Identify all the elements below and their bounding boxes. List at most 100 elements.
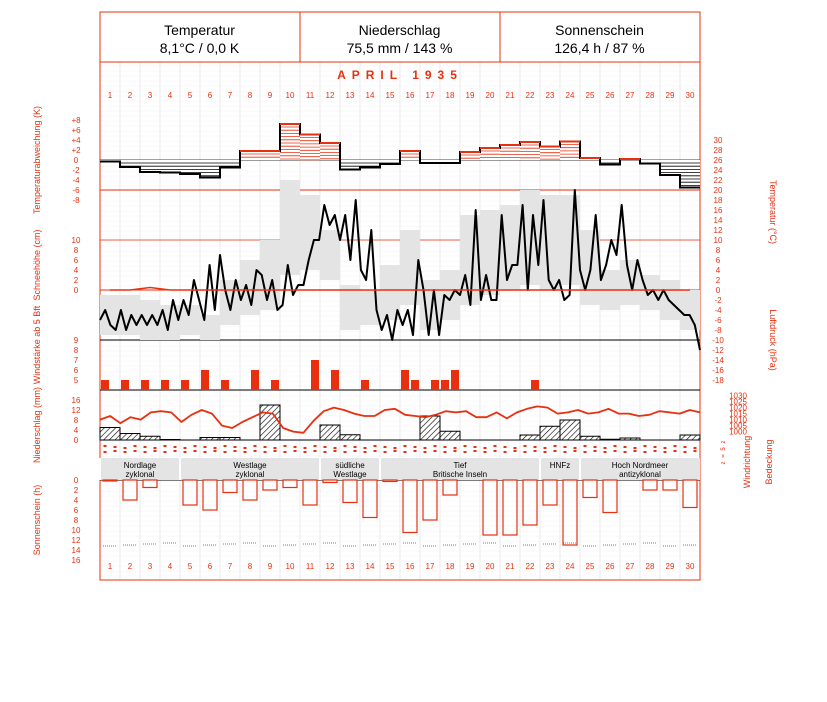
wind-direction-mark [573,447,577,449]
wind-code-label: 5 [721,447,727,451]
wind-bar [361,380,369,390]
precipitation-bar [219,437,241,441]
precipitation-bar [559,419,581,441]
cover-mark [673,450,677,452]
cover-mark [203,451,207,453]
day-label-top: 8 [248,91,253,100]
weather-type-label: Tief [453,461,467,470]
wind-direction-mark [253,445,257,447]
wind-direction-mark [533,446,537,448]
temperature-tick-label: 8 [716,246,721,255]
temperature-range-band [500,205,520,290]
temperature-range-band [180,305,200,335]
wind-direction-mark [333,447,337,449]
day-label-top: 10 [286,91,295,100]
wind-direction-mark [663,447,667,449]
temperature-range-band [380,265,400,320]
temperature-range-band [240,260,260,315]
cover-mark [423,451,427,453]
sunshine-bar [442,479,458,496]
wind-direction-mark [233,446,237,448]
wind-bar [431,380,439,390]
wind-direction-mark [633,447,637,449]
cover-mark [643,451,647,453]
wind-bar [181,380,189,390]
day-label-top: 17 [426,91,435,100]
temperature-range-band [200,315,220,340]
wind-direction-mark [323,446,327,448]
wind-direction-mark [343,445,347,447]
cover-mark [533,450,537,452]
cover-mark [273,450,277,452]
day-label-top: 25 [586,91,595,100]
day-label-top: 4 [168,91,173,100]
weather-type-label: südliche [335,461,365,470]
temperature-tick-label: -4 [714,306,722,315]
day-label-bottom: 19 [466,562,475,571]
cover-mark [363,451,367,453]
cover-mark [323,451,327,453]
precipitation-bar [99,427,121,441]
wind-code-label: z [721,441,727,444]
wind-direction-mark [173,446,177,448]
cover-mark [283,451,287,453]
cover-mark [593,450,597,452]
weather-type-label: Nordlage [124,461,157,470]
cover-mark [413,450,417,452]
anomaly-bar [260,151,280,160]
weather-type-label: zyklonal [236,470,265,479]
cover-mark [603,451,607,453]
cover-mark [343,451,347,453]
day-label-top: 13 [346,91,355,100]
sunshine-tick-label: 0 [74,476,79,485]
cover-mark [613,450,617,452]
precipitation-value: 75,5 mm / 143 % [346,40,453,56]
wind-direction-mark [303,447,307,449]
wind-direction-mark [383,446,387,448]
temperature-label: Temperatur [164,22,235,38]
temperature-summary: Temperatur 8,1°C / 0,0 K [100,12,299,62]
sunshine-axis-title: Sonnenschein (h) [32,485,42,556]
wind-direction-mark [133,445,137,447]
pressure-tick-label: 1030 [729,392,747,401]
day-label-top: 16 [406,91,415,100]
wind-direction-mark [263,446,267,448]
wind-direction-mark [693,447,697,449]
wind-direction-title: Windrichtung [742,436,752,489]
wind-bar [121,380,129,390]
wind-tick-label: 6 [74,366,79,375]
day-label-top: 22 [526,91,535,100]
precipitation-bar [199,437,221,441]
temperature-range-band [260,240,280,310]
wind-bar [411,380,419,390]
cover-mark [223,451,227,453]
wind-direction-mark [363,447,367,449]
sunshine-tick-label: 14 [72,546,81,555]
cover-mark [353,450,357,452]
wind-direction-mark [553,445,557,447]
anomaly-tick-label: -4 [72,176,80,185]
day-label-bottom: 29 [666,562,675,571]
anomaly-bar [600,160,620,165]
sunshine-tick-label: 6 [74,506,79,515]
cover-mark [153,450,157,452]
precip-tick-label: 4 [74,426,79,435]
sunshine-summary: Sonnenschein 126,4 h / 87 % [500,12,699,62]
cover-mark [163,451,167,453]
day-label-bottom: 5 [188,562,193,571]
temperature-range-band [520,190,540,285]
day-label-bottom: 26 [606,562,615,571]
temperature-tick-label: 22 [714,176,723,185]
month-title: APRIL 1935 [337,68,463,82]
anomaly-line [100,123,700,189]
wind-tick-label: 8 [74,346,79,355]
sunshine-bar [502,479,518,536]
cover-mark [503,451,507,453]
day-label-bottom: 6 [208,562,213,571]
day-label-bottom: 1 [108,562,113,571]
day-label-top: 12 [326,91,335,100]
precip-axis-title: Niederschlag (mm) [32,387,42,463]
wind-direction-mark [463,445,467,447]
precipitation-bar [619,437,641,441]
day-label-bottom: 23 [546,562,555,571]
